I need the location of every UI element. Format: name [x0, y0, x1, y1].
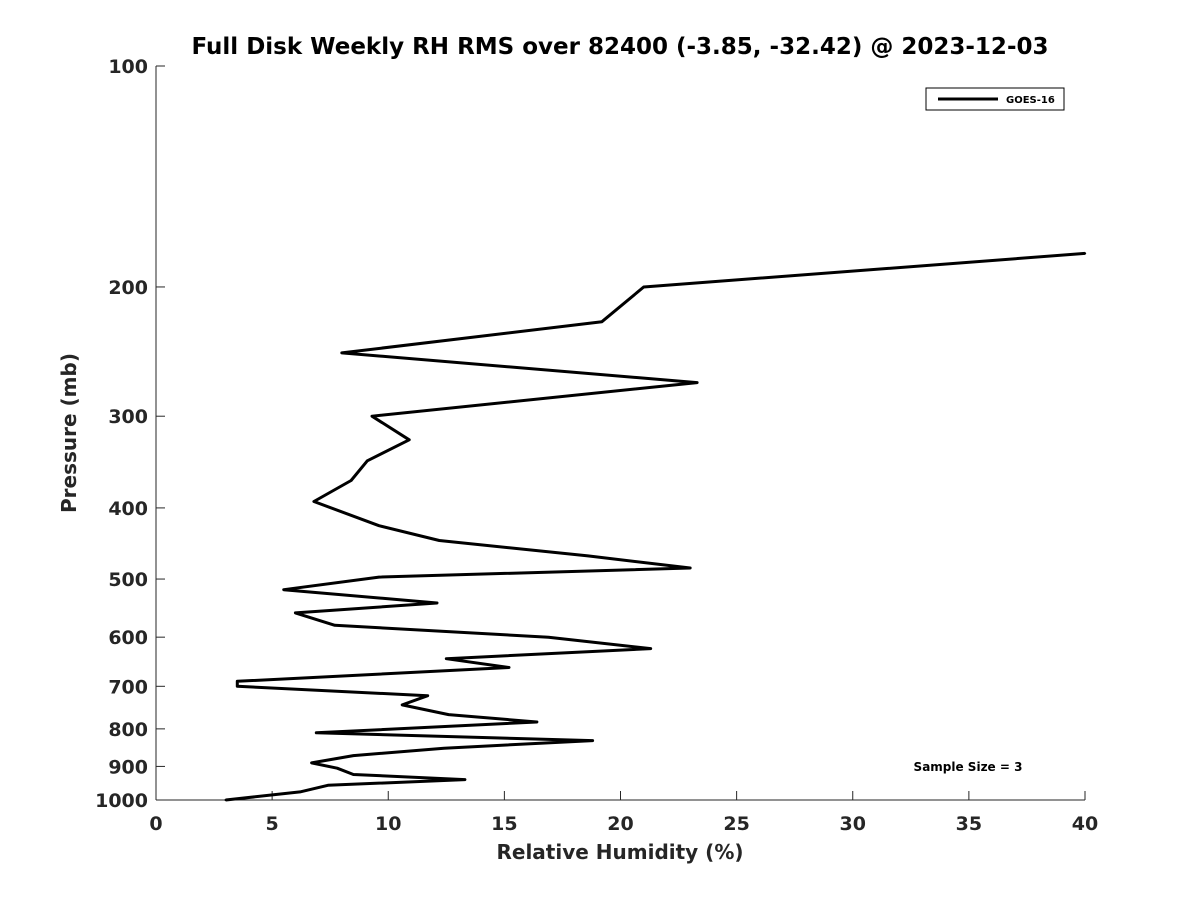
data-point: [401, 703, 404, 707]
data-point: [340, 351, 343, 355]
legend: GOES-16: [925, 87, 1065, 111]
x-tick-label: 35: [956, 813, 982, 835]
data-point: [600, 320, 604, 323]
data-point: [591, 739, 594, 742]
data-point: [463, 778, 467, 781]
legend-label-goes16: GOES-16: [1006, 95, 1055, 106]
data-point: [224, 798, 227, 802]
x-tick-label: 40: [1072, 813, 1098, 835]
data-point: [586, 554, 590, 558]
data-point: [349, 479, 353, 482]
y-tick-label: 600: [108, 627, 148, 649]
data-point: [352, 754, 355, 757]
data-point: [547, 636, 550, 639]
y-axis-ticks: 100 200 300 400 500 600 700 800 900 1000: [95, 56, 165, 812]
data-point: [426, 694, 429, 697]
y-tick-label: 300: [108, 406, 148, 428]
data-point: [649, 647, 652, 650]
data-point: [1083, 252, 1087, 255]
data-point: [695, 381, 699, 384]
data-point: [326, 784, 330, 787]
data-point: [298, 790, 302, 794]
x-axis-label: Relative Humidity (%): [496, 840, 743, 864]
data-point: [366, 459, 369, 462]
x-tick-label: 10: [375, 813, 401, 835]
data-point: [315, 731, 318, 734]
data-point: [333, 624, 336, 627]
data-point: [689, 566, 692, 570]
data-point: [310, 761, 313, 765]
series-line-goes-16: [225, 251, 1086, 802]
y-tick-label: 700: [108, 676, 148, 698]
x-tick-label: 15: [491, 813, 517, 835]
y-tick-label: 800: [108, 719, 148, 741]
data-point: [370, 415, 374, 418]
data-point: [642, 285, 645, 289]
y-axis-label: Pressure (mb): [57, 353, 81, 513]
data-point: [445, 657, 448, 660]
x-tick-label: 0: [149, 813, 162, 835]
y-tick-label: 200: [108, 277, 148, 299]
chart-title: Full Disk Weekly RH RMS over 82400 (-3.8…: [191, 34, 1048, 60]
y-tick-label: 1000: [95, 790, 148, 812]
data-point: [352, 773, 355, 776]
x-tick-label: 20: [607, 813, 633, 835]
data-point: [447, 713, 450, 716]
y-tick-label: 400: [108, 498, 148, 520]
data-point: [312, 500, 316, 503]
data-point: [294, 611, 297, 615]
x-tick-label: 30: [840, 813, 866, 835]
data-point: [442, 747, 446, 750]
series-layer: [224, 251, 1087, 802]
data-point: [236, 685, 239, 688]
data-point: [408, 438, 411, 441]
y-tick-label: 500: [108, 569, 148, 591]
sample-size-annotation: Sample Size = 3: [914, 760, 1023, 774]
data-point: [438, 539, 441, 542]
y-tick-label: 900: [108, 756, 148, 778]
x-tick-label: 5: [266, 813, 279, 835]
x-axis-ticks: 0 5 10 15 20 25 30 35 40: [149, 791, 1098, 835]
data-point: [535, 720, 539, 724]
x-tick-label: 25: [723, 813, 749, 835]
data-point: [336, 767, 339, 770]
data-point: [236, 680, 239, 683]
data-point: [282, 588, 285, 591]
data-point: [377, 575, 381, 579]
data-point: [435, 601, 439, 605]
y-tick-label: 100: [108, 56, 148, 78]
data-point: [377, 524, 381, 527]
data-point: [507, 666, 511, 669]
